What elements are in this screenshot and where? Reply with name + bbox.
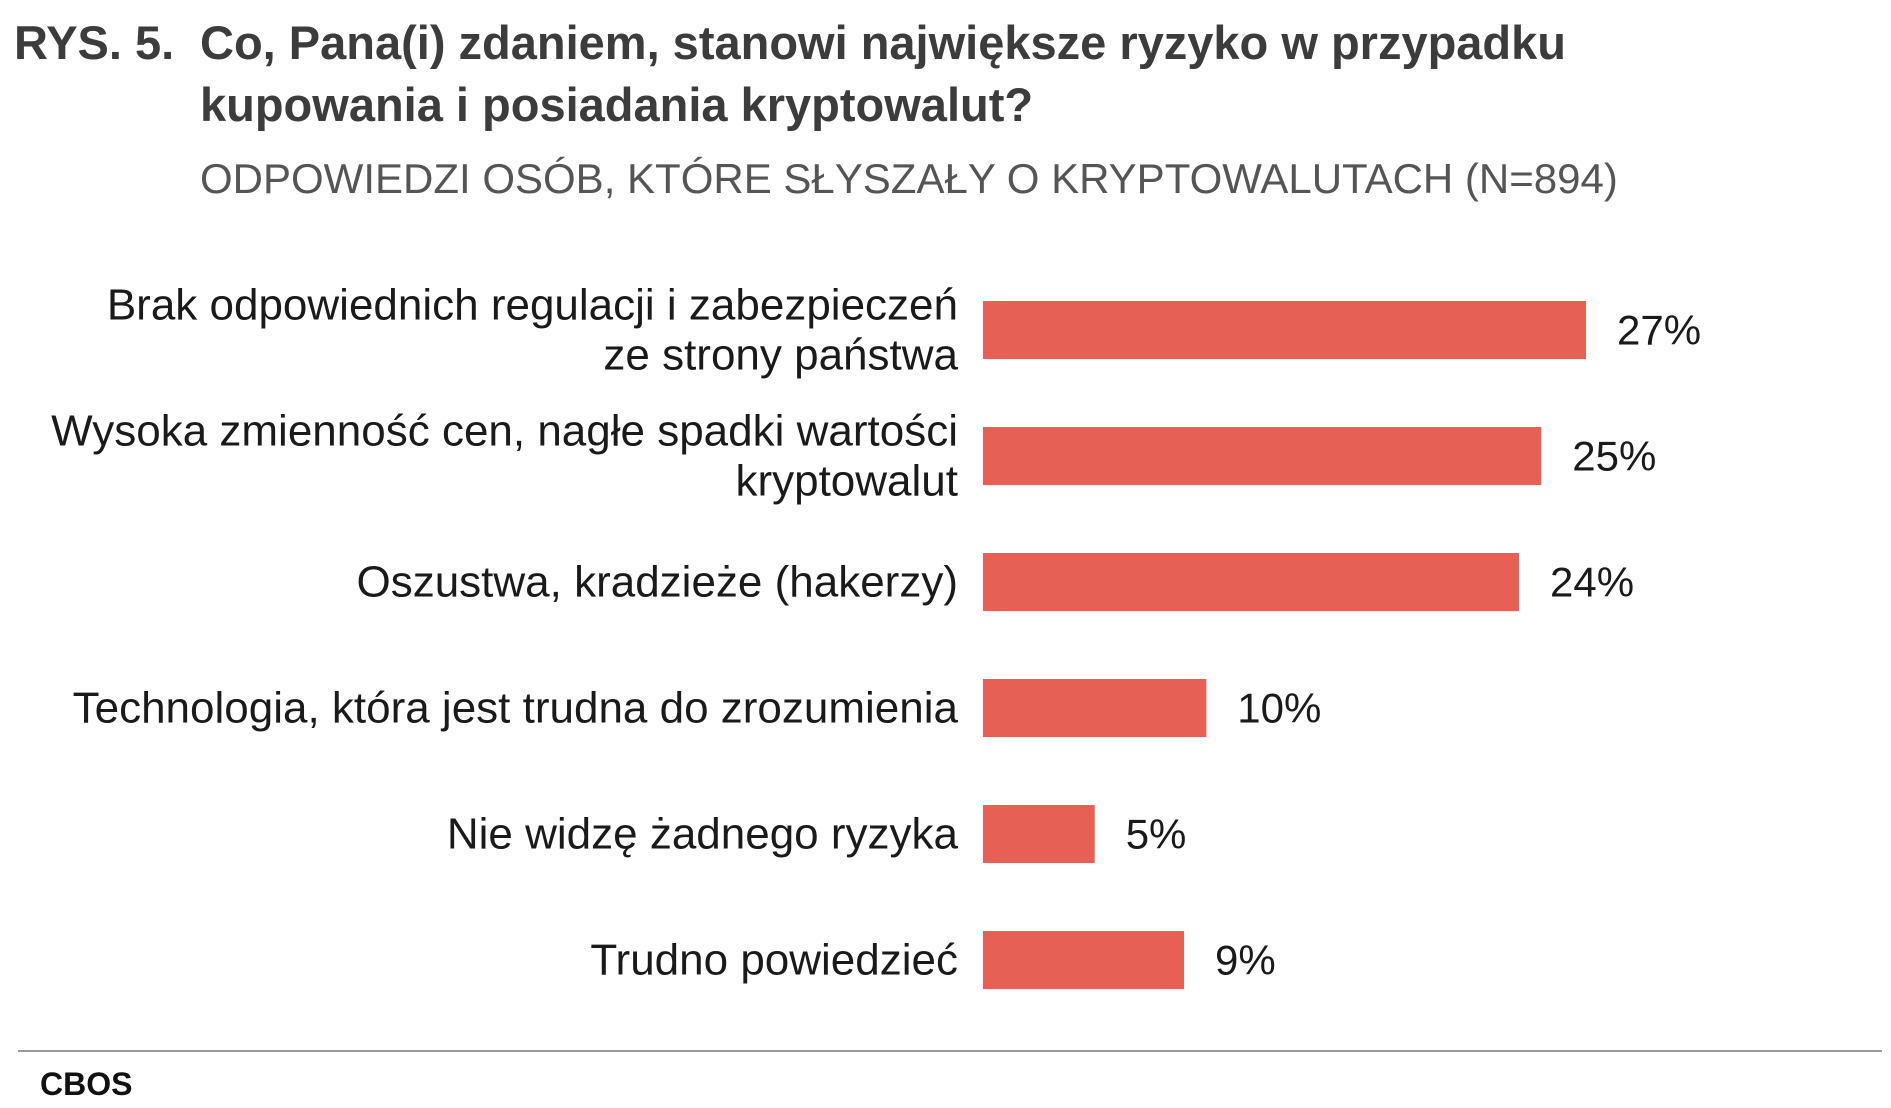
category-label-1-line-2: kryptowalut: [735, 457, 958, 506]
value-label-2: 24%: [1550, 559, 1634, 606]
category-label-4: Nie widzę żadnego ryzyka: [447, 810, 959, 859]
bar-4: [983, 805, 1095, 863]
bar-1: [983, 427, 1542, 485]
footer-divider: [18, 1050, 1882, 1052]
chart-title-line-1: Co, Pana(i) zdaniem, stanowi największe …: [200, 16, 1566, 69]
bar-5: [983, 931, 1184, 989]
chart-title-line-2: kupowania i posiadania kryptowalut?: [200, 78, 1034, 131]
bar-2: [983, 553, 1519, 611]
source-label: CBOS: [40, 1066, 133, 1102]
bar-chart: 27% Brak odpowiednich regulacji i zabezpi…: [51, 281, 1701, 989]
chart-subtitle: ODPOWIEDZI OSÓB, KTÓRE SŁYSZAŁY O KRYPTO…: [200, 155, 1618, 202]
category-label-0-line-2: ze strony państwa: [603, 331, 958, 380]
value-label-0: 27%: [1617, 307, 1701, 354]
category-label-1-line-1: Wysoka zmienność cen, nagłe spadki warto…: [51, 407, 958, 456]
value-label-1: 25%: [1572, 433, 1656, 480]
category-label-5: Trudno powiedzieć: [590, 936, 958, 985]
bar-0: [983, 301, 1586, 359]
category-label-0-line-1: Brak odpowiednich regulacji i zabezpiecz…: [107, 281, 958, 330]
bar-3: [983, 679, 1207, 737]
figure-number: RYS. 5.: [14, 16, 175, 69]
category-label-2: Oszustwa, kradzieże (hakerzy): [356, 558, 958, 607]
value-label-5: 9%: [1215, 937, 1276, 984]
category-label-3: Technologia, która jest trudna do zrozum…: [73, 684, 959, 733]
value-label-3: 10%: [1237, 685, 1321, 732]
chart-title: Co, Pana(i) zdaniem, stanowi największe …: [200, 12, 1800, 136]
value-label-4: 5%: [1126, 811, 1187, 858]
